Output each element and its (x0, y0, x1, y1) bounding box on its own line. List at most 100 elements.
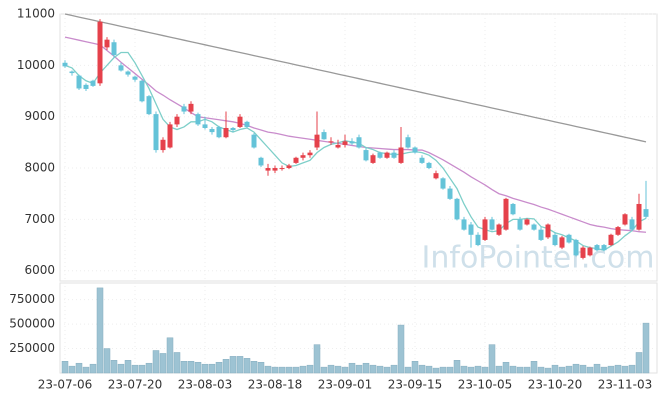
candle-body (90, 80, 96, 86)
y-tick-label: 7000 (24, 212, 55, 226)
volume-bar (600, 366, 608, 374)
candle-body (524, 219, 530, 225)
volume-bar (201, 363, 209, 374)
volume-bar (516, 366, 524, 374)
y-tick-label: 6000 (24, 263, 55, 277)
volume-bar (642, 322, 650, 374)
volume-bar (495, 365, 503, 374)
candle-body (468, 224, 474, 235)
candle-body (587, 247, 593, 256)
volume-bar (257, 361, 265, 374)
volume-bar (75, 362, 83, 374)
volume-bar (341, 366, 349, 374)
volume-bar (68, 365, 76, 374)
volume-bar (411, 361, 419, 374)
candle-body (83, 84, 89, 89)
volume-bar (460, 365, 468, 374)
volume-bar (103, 348, 111, 374)
candle-body (461, 219, 467, 230)
volume-bar (159, 353, 167, 374)
volume-bar (558, 366, 566, 374)
candle-body (118, 65, 124, 71)
volume-bar (313, 344, 321, 374)
volume-bar (376, 365, 384, 374)
volume-bar (572, 363, 580, 374)
candle-body (391, 152, 397, 158)
candle-body (531, 224, 537, 230)
candle-body (160, 139, 166, 151)
candle-body (195, 114, 201, 125)
candle-body (489, 219, 495, 230)
volume-bar (271, 366, 279, 374)
volume-bar (173, 352, 181, 374)
volume-bar (306, 364, 314, 374)
candle-body (412, 147, 418, 153)
volume-bar (138, 364, 146, 374)
candle-body (538, 229, 544, 240)
volume-bar (509, 365, 517, 374)
volume-bar (481, 366, 489, 374)
volume-bar (348, 362, 356, 374)
volume-tick-label: 500000 (9, 317, 55, 331)
candle-body (440, 178, 446, 189)
volume-bar (362, 362, 370, 374)
volume-bar (579, 364, 587, 374)
volume-bar (446, 366, 454, 374)
volume-bar (166, 337, 174, 374)
candle-body (223, 127, 229, 138)
watermark: InfoPointer.com (422, 241, 655, 276)
candle-body (356, 137, 362, 148)
moving-average (64, 13, 647, 143)
candle-body (566, 234, 572, 243)
volume-bar (544, 367, 552, 374)
volume-bar (397, 324, 405, 374)
candle-body (636, 203, 642, 230)
candle-body (111, 42, 117, 56)
volume-bar (222, 359, 230, 374)
volume-bar (117, 363, 125, 374)
volume-bar (593, 363, 601, 374)
candle-body (594, 245, 600, 251)
x-tick-label: 23-10-05 (458, 378, 512, 392)
candle-body (69, 71, 75, 74)
volume-panel (59, 282, 658, 374)
candle-body (454, 198, 460, 220)
volume-bar (537, 366, 545, 374)
volume-bar (383, 366, 391, 374)
candle-body (258, 157, 264, 166)
candle-body (97, 21, 103, 84)
y-tick-label: 8000 (24, 161, 55, 175)
volume-bar (467, 366, 475, 374)
volume-bar (523, 366, 531, 374)
candle-body (328, 141, 334, 143)
candle-body (426, 162, 432, 169)
candle-body (510, 203, 516, 215)
candle-body (146, 96, 152, 115)
volume-bar (299, 365, 307, 374)
candle-body (181, 106, 187, 112)
candle-body (293, 157, 299, 163)
volume-bar (208, 363, 216, 374)
candle-body (251, 134, 257, 148)
volume-bar (614, 364, 622, 374)
candle-body (335, 144, 341, 148)
volume-bar (243, 358, 251, 374)
candle-body (279, 168, 285, 170)
volume-bar (488, 344, 496, 374)
volume-bar (425, 365, 433, 374)
candle-body (629, 219, 635, 230)
volume-bar (586, 366, 594, 374)
volume-bar (124, 360, 132, 374)
candle-body (244, 121, 250, 127)
x-tick-label: 23-08-18 (248, 378, 302, 392)
volume-tick-label: 750000 (9, 292, 55, 306)
candle-body (188, 103, 194, 112)
candle-body (209, 129, 215, 133)
candle-body (272, 168, 278, 171)
candle-body (363, 150, 369, 161)
volume-bar (432, 367, 440, 374)
volume-bar (607, 365, 615, 374)
candle-body (307, 152, 313, 156)
candle-body (342, 141, 348, 145)
